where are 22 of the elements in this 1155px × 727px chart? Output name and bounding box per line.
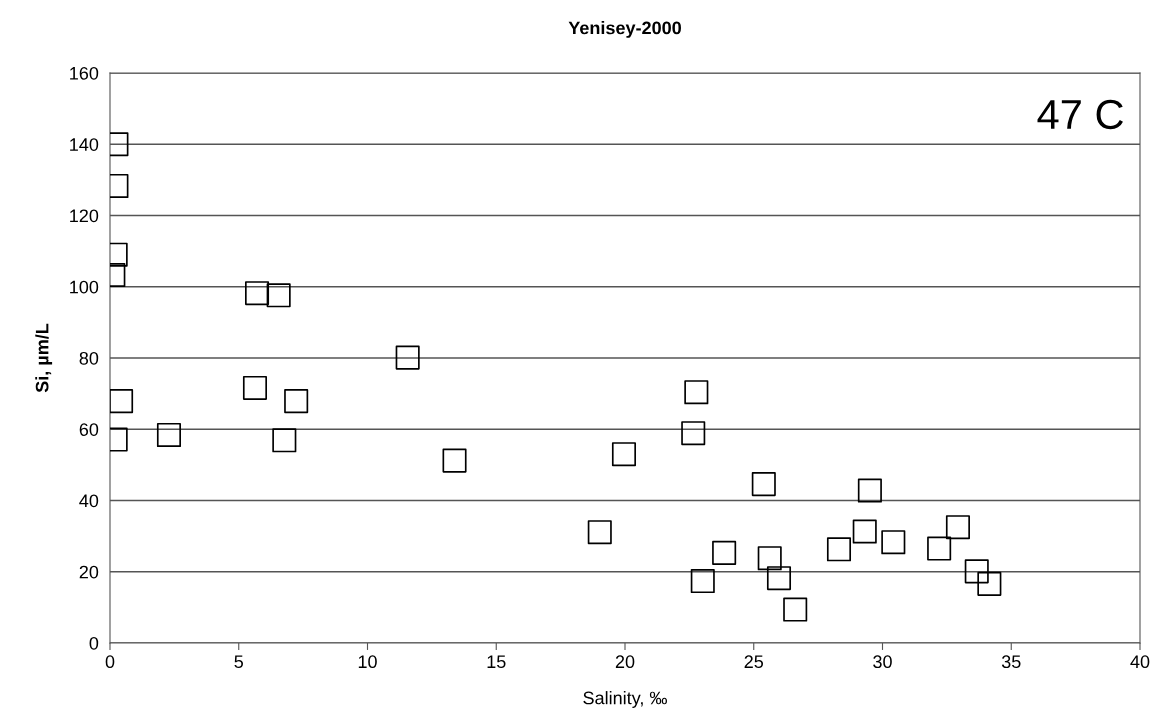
x-tick-label: 30 bbox=[873, 655, 892, 669]
y-tick-label: 120 bbox=[70, 209, 99, 223]
x-tick-label: 15 bbox=[487, 655, 506, 669]
x-tick-label: 10 bbox=[358, 655, 377, 669]
x-tick-label: 40 bbox=[1130, 655, 1150, 669]
x-tick-label: 5 bbox=[234, 655, 244, 669]
y-tick-label: 0 bbox=[89, 636, 99, 650]
y-tick-label: 40 bbox=[79, 494, 99, 508]
annotation: 47 C bbox=[1037, 99, 1123, 130]
y-axis-title: Si, µm/L bbox=[35, 323, 53, 393]
y-tick-label: 20 bbox=[79, 565, 99, 579]
x-tick-label: 20 bbox=[615, 655, 635, 669]
y-tick-label: 60 bbox=[79, 423, 99, 436]
x-axis-title: Salinity, ‰ bbox=[583, 691, 667, 708]
chart-title: Yenisey-2000 bbox=[568, 21, 681, 38]
y-tick-label: 80 bbox=[79, 351, 99, 365]
y-tick-label: 160 bbox=[70, 66, 99, 80]
x-tick-label: 35 bbox=[1001, 655, 1021, 669]
y-tick-label: 140 bbox=[70, 138, 99, 151]
x-tick-label: 25 bbox=[744, 655, 764, 669]
y-tick-label: 100 bbox=[70, 280, 99, 294]
x-tick-label: 0 bbox=[105, 655, 115, 669]
